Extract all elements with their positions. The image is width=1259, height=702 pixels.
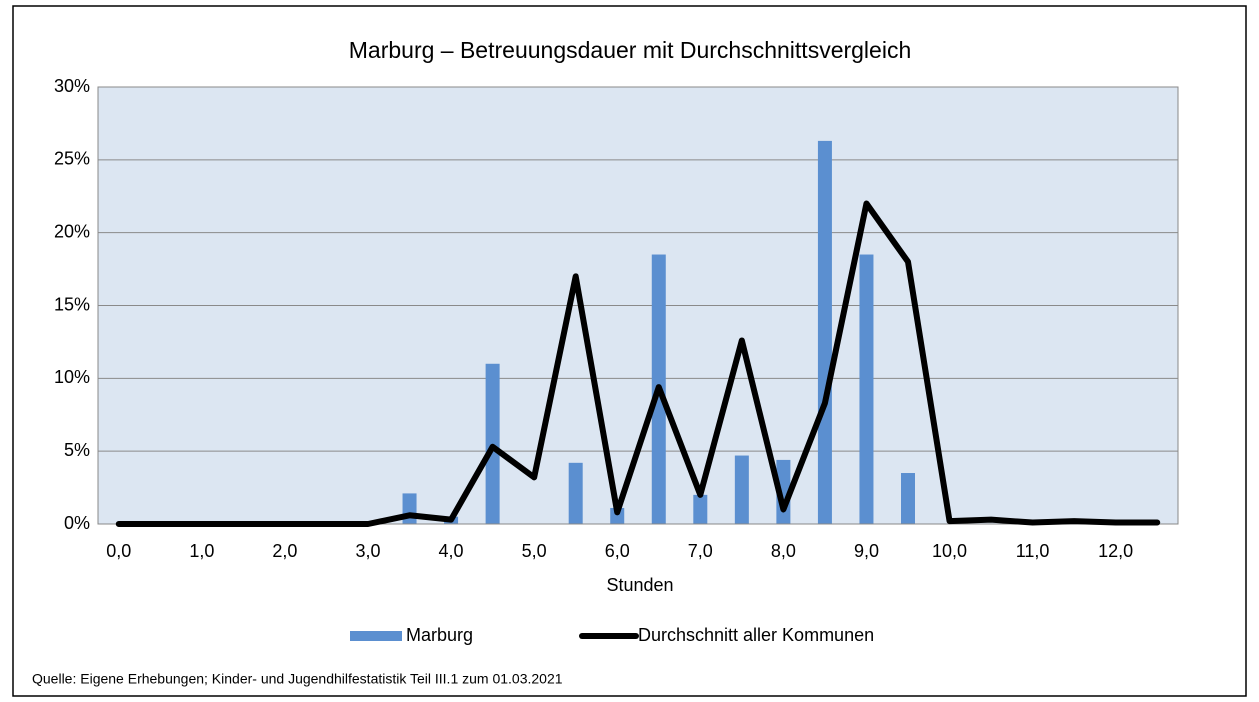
y-tick-label: 25% (54, 149, 90, 169)
y-tick-label: 10% (54, 367, 90, 387)
line (115, 200, 1161, 527)
x-tick-label: 0,0 (106, 541, 131, 561)
bar (693, 494, 708, 524)
y-tick-label: 20% (54, 221, 90, 241)
x-tick-label: 10,0 (932, 541, 967, 561)
bar (734, 455, 749, 524)
x-tick-label: 7,0 (688, 541, 713, 561)
bar (817, 140, 832, 524)
x-tick-label: 1,0 (189, 541, 214, 561)
x-tick-label: 4,0 (439, 541, 464, 561)
x-axis-label: Stunden (606, 575, 673, 595)
x-tick-label: 9,0 (854, 541, 879, 561)
x-tick-label: 3,0 (355, 541, 380, 561)
bar (568, 462, 583, 524)
bar (901, 473, 915, 524)
x-tick-label: 6,0 (605, 541, 630, 561)
legend-label: Marburg (406, 625, 473, 645)
x-tick-label: 12,0 (1098, 541, 1133, 561)
source-note: Quelle: Eigene Erhebungen; Kinder- und J… (32, 671, 563, 687)
x-tick-label: 8,0 (771, 541, 796, 561)
x-tick-label: 2,0 (272, 541, 297, 561)
y-tick-label: 30% (54, 76, 90, 96)
legend-label: Durchschnitt aller Kommunen (638, 625, 874, 645)
x-tick-label: 5,0 (522, 541, 547, 561)
legend-swatch (350, 631, 402, 641)
y-tick-label: 5% (64, 440, 90, 460)
y-tick-label: 0% (64, 513, 90, 533)
bar (859, 254, 874, 524)
x-tick-label: 11,0 (1016, 541, 1050, 561)
y-tick-label: 15% (54, 294, 90, 314)
bar (402, 493, 417, 524)
chart-title: Marburg – Betreuungsdauer mit Durchschni… (349, 37, 912, 63)
bar (610, 507, 625, 524)
